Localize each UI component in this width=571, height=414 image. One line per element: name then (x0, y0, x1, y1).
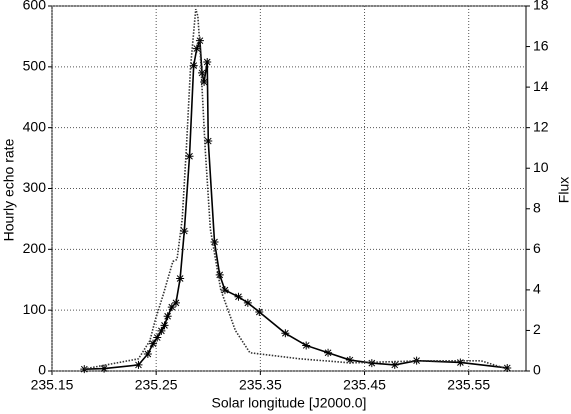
y2-tick-label: 10 (533, 159, 549, 175)
point-marker (220, 286, 229, 295)
point-marker (80, 365, 89, 374)
x-tick-label: 235.55 (447, 377, 490, 393)
x-tick-label: 235.45 (343, 377, 386, 393)
y2-tick-label: 12 (533, 118, 549, 134)
point-marker (210, 238, 219, 247)
y2-tick-label: 4 (533, 281, 541, 297)
point-marker (456, 358, 465, 367)
point-marker (167, 303, 176, 312)
point-marker (324, 348, 333, 357)
point-marker (176, 274, 185, 283)
y-tick-label: 0 (38, 362, 46, 378)
x-tick-label: 235.25 (135, 377, 178, 393)
point-marker (390, 360, 399, 369)
series-line (84, 40, 508, 370)
y-tick-label: 300 (23, 179, 47, 195)
point-marker (198, 68, 207, 77)
point-marker (185, 152, 194, 161)
x-tick-label: 235.15 (31, 377, 74, 393)
series-line (84, 8, 508, 370)
point-marker (281, 329, 290, 338)
point-marker (180, 227, 189, 236)
y-tick-label: 100 (23, 301, 47, 317)
y-axis-label: Hourly echo rate (1, 138, 17, 241)
point-marker (367, 359, 376, 368)
y2-tick-label: 16 (533, 37, 549, 53)
x-axis-label: Solar longitude [J2000.0] (212, 395, 367, 411)
point-marker (345, 356, 354, 365)
point-marker (204, 137, 213, 146)
y2-tick-label: 8 (533, 199, 541, 215)
point-marker (203, 57, 212, 66)
point-marker (143, 349, 152, 358)
point-marker (192, 44, 201, 53)
point-marker (189, 61, 198, 70)
y-tick-label: 500 (23, 58, 47, 74)
y2-tick-label: 2 (533, 321, 541, 337)
point-marker (157, 326, 166, 335)
y-tick-label: 400 (23, 118, 47, 134)
x-tick-label: 235.35 (239, 377, 282, 393)
y-tick-label: 200 (23, 240, 47, 256)
point-marker (255, 307, 264, 316)
point-marker (149, 339, 158, 348)
point-marker (134, 360, 143, 369)
y-tick-label: 600 (23, 0, 47, 13)
point-marker (234, 292, 243, 301)
point-marker (163, 312, 172, 321)
point-marker (160, 321, 169, 330)
point-marker (100, 364, 109, 373)
point-marker (195, 36, 204, 45)
y2-axis-label: Flux (556, 177, 571, 203)
y2-tick-label: 14 (533, 78, 549, 94)
point-marker (302, 341, 311, 350)
point-marker (153, 333, 162, 342)
point-marker (243, 298, 252, 307)
point-marker (503, 363, 512, 372)
y2-tick-label: 18 (533, 0, 549, 13)
point-marker (171, 298, 180, 307)
y2-tick-label: 6 (533, 240, 541, 256)
point-marker (200, 78, 209, 87)
point-marker (215, 270, 224, 279)
y2-tick-label: 0 (533, 362, 541, 378)
